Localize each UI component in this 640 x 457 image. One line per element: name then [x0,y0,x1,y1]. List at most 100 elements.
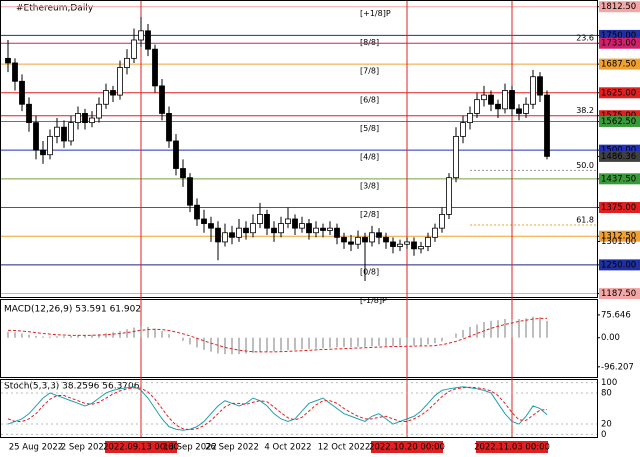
candle-body [460,122,466,137]
y-tick-label: 1625.00 [601,88,636,98]
candle-body [481,94,487,101]
candle-body [495,103,501,110]
candle-body [68,122,74,142]
candle-body [523,103,529,114]
candle-body [243,227,249,234]
candle-body [446,177,452,215]
candle-body [271,227,277,234]
candle-body [173,140,179,169]
candle-body [166,113,172,142]
x-tick-box [476,441,548,453]
candle-body [5,57,11,64]
candle-body [124,57,130,68]
candle-body [40,149,46,156]
y-tick-label: 1486.36 [601,152,636,162]
y-tick-label: 1187.50 [601,289,636,299]
level-label: [8/8] [360,38,379,47]
y-tick-box [599,230,640,242]
level-label: [3/8] [360,181,379,190]
x-tick-label: 2022.09.13 00:00 [103,443,179,453]
y-tick-box [599,259,640,271]
candle-body [488,94,494,105]
level-label: [2/8] [360,210,379,219]
y-tick-box [599,110,640,122]
candle-body [348,241,354,245]
candle-body [201,218,207,224]
macd-title: MACD(12,26,9) 53.591 61.902 [4,305,141,315]
y-tick-box [599,144,640,156]
y-tick-label: 1500.00 [601,146,636,156]
stoch-tick-label: 80 [601,388,612,398]
candle-body [264,213,270,229]
candle-body [362,236,368,243]
macd-tick-label: 75.646 [601,310,631,320]
candle-body [250,223,256,234]
candle-body [376,232,382,238]
y-tick-label: 1375.00 [601,203,636,213]
candle-body [285,218,291,224]
x-tick-label: 2 Sep 2022 [61,443,109,453]
candle-body [404,241,410,245]
y-tick-label: 1812.50 [601,2,636,12]
level-label: [4/8] [360,153,379,162]
candle-body [110,90,116,96]
x-tick-box [105,441,177,453]
y-tick-box [599,29,640,41]
macd-signal [7,317,547,353]
candle-body [194,204,200,220]
macd-panel [0,299,598,378]
x-tick-label: 26 Sep 2022 [205,443,259,453]
candle-body [138,30,144,41]
candle-body [33,122,39,151]
candle-body [467,113,473,124]
fib-label: 23.6 [576,34,594,43]
candle-body [418,246,424,250]
candle-body [369,232,375,243]
stoch-tick-label: 20 [601,420,612,430]
candle-body [509,90,515,110]
candle-body [75,113,81,124]
y-tick-label: 1301.00 [601,237,636,247]
y-tick-box [599,115,640,127]
candle-body [453,135,459,179]
candle-body [47,135,53,156]
candle-body [327,227,333,231]
candle-body [82,113,88,124]
candle-body [145,30,151,50]
candle-body [334,227,340,238]
y-tick-label: 1312.50 [601,232,636,242]
candle-body [103,90,109,105]
candle-body [215,227,221,243]
chart-title: #Ethereum,Daily [16,4,94,14]
x-tick-label: 2022.11.03 00:00 [474,443,550,453]
candle-body [537,76,543,96]
x-tick-label: 18 Sep 2022 [163,443,217,453]
candle-body [390,241,396,247]
fib-label: 50.0 [576,161,594,170]
candle-body [257,213,263,224]
level-label: [0/8] [360,267,379,276]
y-tick-label: 1687.50 [601,60,636,70]
y-tick-label: 1562.50 [601,117,636,127]
x-tick-label: 4 Oct 2022 [264,443,311,453]
candle-body [96,103,102,119]
y-tick-box [599,1,640,13]
level-label: [5/8] [360,124,379,133]
candle-body [411,241,417,250]
candle-body [152,48,158,87]
candle-body [236,227,242,238]
candle-body [544,94,550,157]
candle-body [54,126,60,137]
candle-body [89,117,95,124]
stoch-signal [7,386,548,431]
candle-body [530,76,536,105]
y-tick-box [599,150,640,162]
y-tick-box [599,87,640,99]
y-tick-label: 1437.50 [601,174,636,184]
fib-label: 38.2 [576,106,594,115]
candle-body [222,232,228,243]
candle-body [12,62,18,82]
candle-body [313,227,319,234]
level-label: [7/8] [360,67,379,76]
candle-body [299,223,305,229]
